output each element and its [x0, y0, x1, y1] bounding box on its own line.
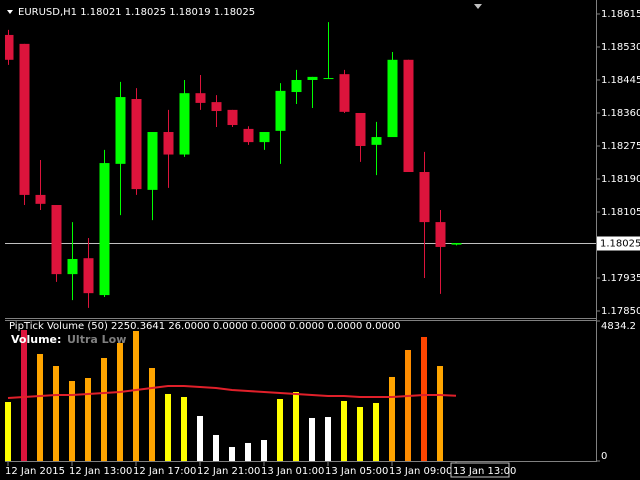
candle-body — [195, 93, 206, 103]
y-tick-label: 1.18105 — [601, 207, 640, 218]
volume-bar — [357, 406, 363, 461]
volume-bar — [101, 357, 107, 461]
candle-body — [323, 78, 334, 80]
candle-body — [131, 99, 142, 190]
volume-bar — [277, 398, 283, 461]
volume-bar — [405, 349, 411, 461]
x-tick-label: 12 Jan 17:00 — [133, 466, 196, 477]
candle-body — [179, 93, 190, 155]
volume-bar — [341, 400, 347, 461]
volume-bar — [309, 417, 315, 461]
volume-bar — [21, 330, 27, 461]
y-tick-label: 1.17850 — [601, 306, 640, 317]
candle-body — [115, 97, 126, 164]
candle-body — [19, 43, 30, 195]
volume-bar — [197, 415, 203, 461]
volume-bar — [437, 366, 443, 461]
volume-label: Volume: — [11, 333, 61, 346]
volume-ma-line — [7, 385, 457, 399]
x-tick-label: 13 Jan 05:00 — [325, 466, 388, 477]
volume-bar — [325, 417, 331, 461]
volume-bar — [5, 402, 11, 461]
candle-body — [227, 109, 238, 126]
current-price-box — [597, 236, 640, 251]
volume-bar — [85, 377, 91, 461]
candle-body — [355, 112, 366, 146]
candle-body — [51, 205, 62, 275]
menu-arrow — [7, 10, 13, 14]
x-tick-label: 12 Jan 2015 — [5, 466, 65, 477]
volume-bar — [117, 342, 123, 461]
volume-bar — [165, 393, 171, 461]
volume-bar — [53, 366, 59, 461]
candle-body — [291, 79, 302, 93]
volume-bar — [293, 391, 299, 461]
volume-bar — [213, 434, 219, 461]
volume-bar — [245, 442, 251, 461]
y-tick-label: 1.17935 — [601, 273, 640, 284]
candle-body — [275, 90, 286, 131]
chart-header: EURUSD,H1 1.18021 1.18025 1.18019 1.1802… — [18, 7, 255, 18]
y-tick-label: 4834.2 — [601, 321, 636, 332]
x-tick-label: 13 Jan 13:00 — [453, 466, 516, 477]
candle-body — [67, 258, 78, 275]
candle-body — [387, 59, 398, 138]
y-tick-label: 1.18615 — [601, 9, 640, 20]
x-tick-label: 12 Jan 13:00 — [69, 466, 132, 477]
y-tick-label: 1.18360 — [601, 108, 640, 119]
x-tick-label: 13 Jan 09:00 — [389, 466, 452, 477]
volume-bar — [37, 353, 43, 461]
y-tick-label: 0 — [601, 451, 607, 462]
candle-body — [5, 34, 14, 60]
candle-body — [259, 132, 270, 143]
volume-bar — [181, 396, 187, 461]
chart-shift-marker — [474, 4, 482, 9]
current-price-label: 1.18025 — [600, 239, 640, 250]
candle-body — [99, 163, 110, 296]
volume-bar — [421, 336, 427, 461]
candle-body — [371, 137, 382, 145]
candle-body — [147, 132, 158, 190]
x-tick-label: 13 Jan 01:00 — [261, 466, 324, 477]
candle-body — [243, 128, 254, 143]
volume-bar — [69, 381, 75, 461]
volume-bar — [149, 368, 155, 461]
candle-body — [419, 172, 430, 223]
candle-body — [435, 222, 446, 247]
y-tick-label: 1.18530 — [601, 42, 640, 53]
volume-bar — [133, 330, 139, 461]
volume-bar — [389, 376, 395, 461]
indicator-header: PipTick Volume (50) 2250.3641 26.0000 0.… — [9, 321, 401, 332]
candle-body — [339, 74, 350, 112]
volume-bar — [373, 402, 379, 461]
y-tick-label: 1.18275 — [601, 141, 640, 152]
candle-body — [211, 102, 222, 112]
x-tick-label: 12 Jan 21:00 — [197, 466, 260, 477]
y-tick-label: 1.18445 — [601, 75, 640, 86]
candle-body — [83, 258, 94, 294]
candle-body — [307, 76, 318, 80]
candle-body — [451, 243, 462, 245]
x-label-box — [450, 462, 510, 478]
candle-body — [163, 132, 174, 155]
y-tick-label: 1.18190 — [601, 174, 640, 185]
candle-body — [403, 59, 414, 173]
volume-bar — [229, 447, 235, 461]
volume-status: Ultra Low — [67, 333, 126, 346]
volume-bar — [261, 440, 267, 461]
candle-body — [35, 194, 46, 204]
